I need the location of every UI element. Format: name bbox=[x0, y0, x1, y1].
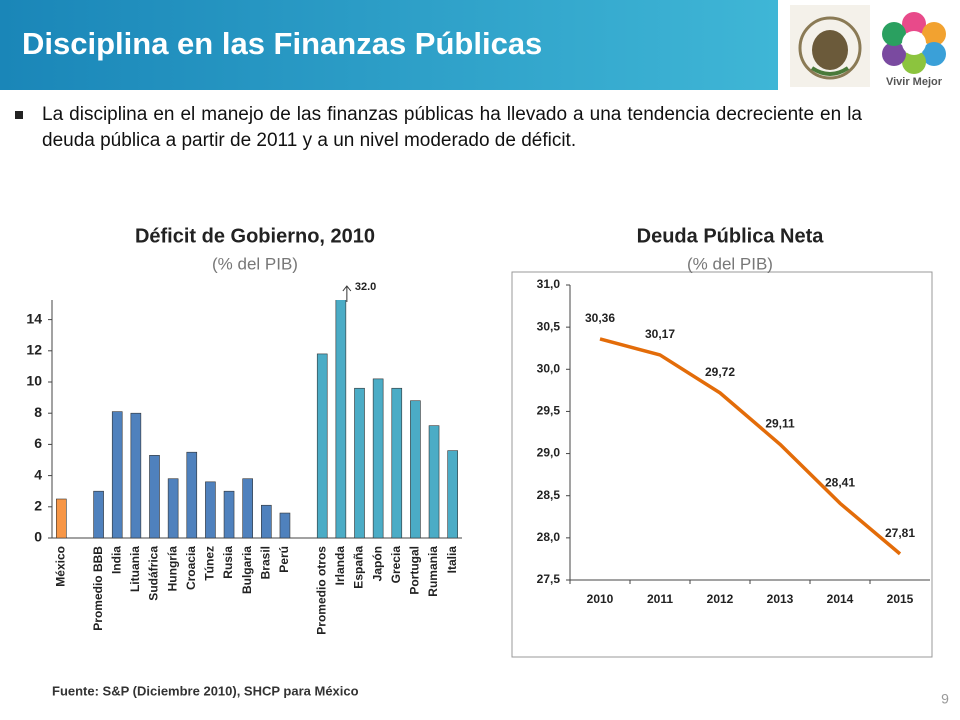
bars bbox=[56, 300, 458, 539]
bar bbox=[130, 412, 142, 539]
y-tick-label: 2 bbox=[34, 498, 42, 514]
x-tick-label: Irlanda bbox=[333, 546, 347, 586]
x-tick-label: 2014 bbox=[827, 592, 854, 606]
data-label: 28,41 bbox=[825, 475, 855, 489]
bar bbox=[279, 512, 291, 539]
source-note: Fuente: S&P (Diciembre 2010), SHCP para … bbox=[52, 683, 359, 698]
y-tick-label: 0 bbox=[34, 529, 42, 545]
x-tick-label: México bbox=[53, 546, 67, 587]
y-tick-label: 14 bbox=[26, 310, 42, 326]
x-tick-label: 2012 bbox=[707, 592, 734, 606]
x-tick-label: Croacia bbox=[184, 546, 198, 590]
bullet-text: La disciplina en el manejo de las finanz… bbox=[15, 102, 862, 154]
bar bbox=[447, 450, 458, 539]
x-tick-label: Perú bbox=[277, 546, 291, 573]
x-tick-label: Promedio otros bbox=[314, 546, 328, 635]
x-tick-label: India bbox=[109, 546, 123, 574]
y-tick-label: 10 bbox=[26, 373, 42, 389]
x-tick-label: 2015 bbox=[887, 592, 914, 606]
bar bbox=[111, 411, 123, 539]
bar bbox=[316, 353, 328, 539]
x-tick-label: Brasil bbox=[258, 546, 272, 579]
y-tick-label: 31,0 bbox=[537, 277, 561, 291]
bar bbox=[186, 451, 198, 539]
bar bbox=[354, 387, 365, 539]
bar bbox=[372, 378, 384, 539]
chart-frame bbox=[511, 271, 933, 658]
y-tick-label: 4 bbox=[34, 466, 42, 482]
bar bbox=[391, 387, 403, 539]
slide-title: Disciplina en las Finanzas Públicas bbox=[22, 26, 542, 61]
y-tick-label: 27,5 bbox=[537, 572, 561, 586]
x-tick-label: Túnez bbox=[203, 546, 217, 581]
chart-subtitle: (% del PIB) bbox=[687, 254, 773, 273]
x-tick-label: Portugal bbox=[408, 546, 422, 595]
y-tick-label: 29,5 bbox=[537, 404, 561, 418]
bar bbox=[242, 478, 253, 539]
data-label: 30,17 bbox=[645, 327, 675, 341]
y-tick-label: 6 bbox=[34, 435, 42, 451]
y-tick-label: 29,0 bbox=[537, 446, 561, 460]
y-tick-label: 28,0 bbox=[537, 530, 561, 544]
logo-text: Vivir Mejor bbox=[886, 76, 943, 88]
x-tick-label: Sudáfrica bbox=[147, 546, 161, 601]
chart-subtitle: (% del PIB) bbox=[212, 254, 298, 273]
x-tick-label: Bulgaria bbox=[240, 546, 254, 594]
bar bbox=[223, 490, 235, 539]
bar bbox=[149, 455, 160, 539]
header-bar bbox=[0, 0, 778, 90]
y-tick-label: 28,5 bbox=[537, 488, 561, 502]
x-tick-label: 2013 bbox=[767, 592, 794, 606]
x-tick-label: Italia bbox=[445, 546, 459, 574]
vivir-mejor-logo: Vivir Mejor bbox=[882, 12, 946, 88]
chart-title: Déficit de Gobierno, 2010 bbox=[135, 225, 375, 247]
emblem-logo bbox=[790, 5, 870, 87]
bar bbox=[205, 481, 216, 539]
data-line bbox=[599, 337, 902, 556]
bar bbox=[428, 425, 440, 539]
y-tick-label: 12 bbox=[26, 342, 42, 358]
overflow-arrow bbox=[342, 285, 352, 302]
x-tick-label: Rumania bbox=[426, 546, 440, 597]
data-label: 27,81 bbox=[885, 526, 915, 540]
data-label: 29,72 bbox=[705, 365, 735, 379]
x-tick-label: Japón bbox=[370, 546, 384, 581]
data-label: 32.0 bbox=[355, 281, 376, 293]
x-tick-label: España bbox=[352, 546, 366, 589]
bar bbox=[93, 490, 104, 539]
x-tick-label: Grecia bbox=[389, 546, 403, 584]
data-label: 30,36 bbox=[585, 311, 615, 325]
y-tick-label: 30,0 bbox=[537, 361, 561, 375]
chart-title: Deuda Pública Neta bbox=[637, 225, 825, 247]
x-tick-label: Lituania bbox=[128, 546, 142, 592]
x-tick-label: 2010 bbox=[587, 592, 614, 606]
bar bbox=[261, 504, 272, 539]
bar bbox=[167, 478, 179, 539]
x-tick-label: Rusia bbox=[221, 546, 235, 579]
x-tick-label: 2011 bbox=[647, 592, 673, 606]
x-tick-label: Promedio BBB bbox=[91, 546, 105, 631]
bar bbox=[56, 498, 67, 539]
data-label: 29,11 bbox=[765, 416, 795, 430]
y-tick-label: 8 bbox=[34, 404, 42, 420]
page-number: 9 bbox=[941, 691, 949, 707]
bar bbox=[410, 400, 421, 539]
bar bbox=[335, 300, 347, 539]
y-tick-label: 30,5 bbox=[537, 319, 561, 333]
x-tick-label: Hungría bbox=[165, 546, 179, 592]
